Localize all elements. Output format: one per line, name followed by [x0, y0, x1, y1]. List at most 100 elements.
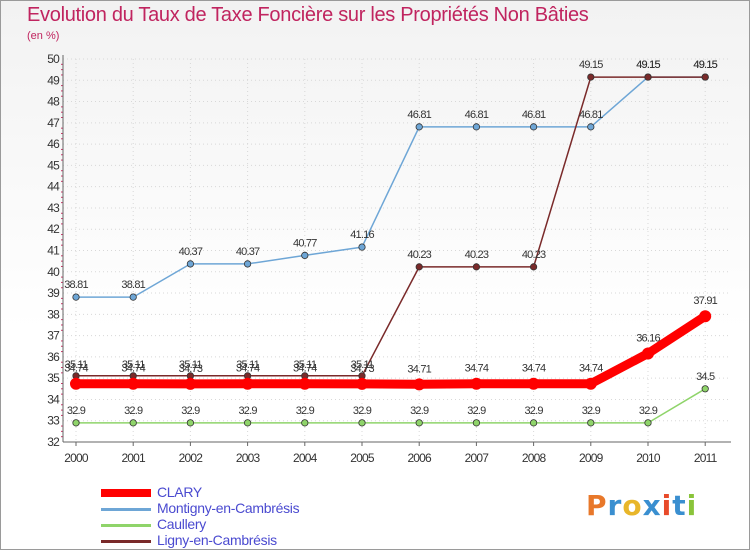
y-tick-label: 50 [47, 52, 60, 66]
y-tick-label: 43 [47, 201, 60, 215]
data-point [642, 347, 654, 360]
data-label: 49.15 [693, 59, 717, 71]
y-tick-label: 44 [47, 180, 60, 194]
data-label: 32.9 [410, 405, 429, 417]
y-tick-label: 48 [47, 95, 60, 109]
series-line-ligny-en-cambr-sis [75, 76, 706, 377]
x-tick-label: 2000 [64, 451, 89, 465]
legend-swatch [101, 508, 151, 511]
y-axis-unit: (en %) [27, 30, 60, 42]
data-label: 49.15 [693, 59, 717, 71]
legend-label: Caullery [157, 516, 206, 532]
data-point [358, 419, 366, 427]
data-point [472, 263, 480, 271]
x-tick-label: 2010 [636, 451, 661, 465]
data-point [129, 419, 137, 427]
legend-label: Montigny-en-Cambrésis [157, 500, 300, 516]
x-tick-label: 2002 [179, 451, 204, 465]
data-label: 36.16 [636, 332, 660, 344]
data-point [244, 260, 252, 268]
data-label: 46.81 [465, 109, 489, 121]
data-label: 34.74 [64, 363, 88, 375]
x-tick-label: 2007 [465, 451, 490, 465]
data-label: 40.77 [293, 237, 317, 249]
data-labels: 34.74 34.74 34.73 34.74 34.74 34.73 34.71 34.74… [64, 59, 718, 417]
legend-swatch [101, 524, 151, 527]
x-tick-label: 2011 [694, 451, 718, 465]
legend-swatch [101, 540, 151, 543]
y-tick-label: 45 [47, 158, 60, 172]
data-label: 38.81 [121, 279, 145, 291]
series-line-caullery [75, 388, 706, 424]
y-tick-label: 46 [47, 137, 60, 151]
x-tick-label: 2009 [579, 451, 604, 465]
x-tick-label: 2003 [236, 451, 261, 465]
y-tick-label: 42 [47, 222, 60, 236]
data-label: 34.73 [179, 363, 203, 375]
data-label: 35.11 [65, 359, 88, 371]
series-lines [71, 76, 710, 424]
data-point [529, 123, 538, 131]
data-label: 49.15 [579, 59, 603, 71]
data-label: 37.91 [693, 295, 717, 307]
data-label: 46.81 [407, 109, 431, 121]
data-point [587, 73, 595, 81]
x-tick-label: 2005 [350, 451, 375, 465]
data-label: 32.9 [582, 405, 601, 417]
data-point [72, 419, 80, 427]
data-point [244, 419, 252, 427]
y-tick-label: 40 [47, 265, 60, 279]
data-label: 41.16 [350, 229, 374, 241]
data-label: 49.15 [636, 59, 660, 71]
data-label: 40.37 [236, 246, 260, 258]
logo-letter: o [622, 489, 643, 522]
data-point [72, 293, 80, 301]
data-label: 35.11 [236, 359, 259, 371]
data-point [587, 123, 595, 131]
data-point [644, 73, 652, 81]
y-tick-labels: 32 33 34 35 36 37 38 39 40 41 42 43 44 45 46 47 48 49 50 [47, 52, 61, 449]
data-label: 34.74 [579, 363, 603, 375]
y-tick-label: 41 [47, 244, 60, 258]
axes [61, 55, 731, 446]
data-label: 34.74 [522, 363, 546, 375]
logo-letter: i [686, 489, 698, 522]
data-point [127, 377, 140, 390]
data-point [356, 377, 368, 390]
data-label: 32.9 [296, 405, 315, 417]
data-point [529, 419, 538, 427]
y-tick-label: 32 [47, 435, 60, 449]
proxiti-logo: Proxiti [586, 489, 697, 522]
data-label: 32.9 [639, 405, 658, 417]
y-tick-label: 35 [47, 371, 60, 385]
data-point [298, 377, 311, 390]
data-label: 34.74 [236, 363, 260, 375]
data-label: 46.81 [579, 109, 603, 121]
data-point [415, 263, 423, 271]
data-label: 35.11 [351, 359, 374, 371]
data-label: 32.9 [467, 405, 486, 417]
data-point [529, 263, 538, 271]
legend-label: Ligny-en-Cambrésis [157, 532, 277, 548]
data-label: 34.74 [121, 363, 145, 375]
data-point [301, 419, 309, 427]
logo-letter: i [661, 489, 673, 522]
data-label: 40.37 [179, 246, 203, 258]
data-label: 32.9 [524, 405, 543, 417]
series-line-montigny-en-cambr-sis [75, 76, 706, 298]
data-label: 35.11 [179, 359, 202, 371]
x-tick-label: 2001 [121, 451, 146, 465]
logo-letter: r [607, 489, 623, 522]
y-tick-label: 39 [47, 286, 60, 300]
data-label: 32.9 [181, 405, 200, 417]
data-label: 35.11 [122, 359, 145, 371]
data-point [701, 73, 709, 81]
y-tick-label: 36 [47, 350, 60, 364]
x-tick-labels: 2000 2001 2002 2003 2004 2005 2006 2007 2008 2009… [64, 451, 718, 465]
logo-letter: P [586, 489, 608, 522]
data-label: 34.71 [407, 363, 431, 375]
data-point [415, 123, 423, 131]
data-label: 34.74 [465, 363, 489, 375]
y-tick-label: 34 [47, 392, 60, 406]
logo-letter: t [672, 489, 687, 522]
